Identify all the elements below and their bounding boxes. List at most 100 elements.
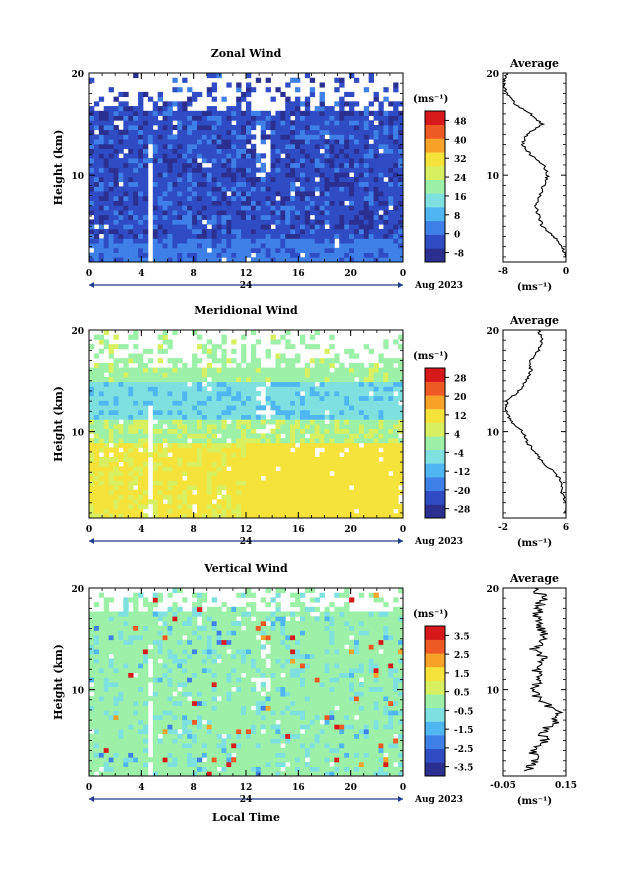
heatmap-cell — [133, 447, 139, 453]
heatmap-cell — [255, 153, 262, 159]
heatmap-cell — [304, 475, 311, 481]
heatmap-cell — [285, 424, 291, 430]
heatmap-cell — [368, 480, 374, 486]
heatmap-cell — [353, 405, 360, 411]
heatmap-cell — [177, 167, 183, 173]
heatmap-cell — [246, 489, 252, 495]
heatmap-cell — [358, 452, 365, 458]
heatmap-cell — [309, 771, 316, 777]
heatmap-cell — [241, 224, 247, 230]
heatmap-cell — [290, 771, 296, 777]
heatmap-cell — [162, 428, 168, 434]
heatmap-cell — [383, 87, 389, 93]
heatmap-cell — [123, 377, 129, 383]
heatmap-cell — [349, 461, 355, 467]
heatmap-cell — [118, 395, 124, 401]
heatmap-cell — [196, 391, 203, 397]
heatmap-cell — [133, 176, 139, 183]
heatmap-cell — [383, 110, 389, 116]
heatmap-cell — [339, 761, 345, 767]
heatmap-cell — [93, 475, 100, 481]
heatmap-cell — [138, 456, 144, 462]
heatmap-cell — [118, 414, 124, 420]
heatmap-cell — [162, 252, 168, 258]
heatmap-cell — [187, 766, 193, 772]
heatmap-cell — [201, 210, 208, 216]
heatmap-cell — [319, 186, 325, 192]
heatmap-cell — [270, 433, 276, 439]
heatmap-cell — [324, 233, 330, 239]
heatmap-cell — [192, 110, 198, 116]
heatmap-cell — [162, 148, 168, 154]
heatmap-cell — [108, 743, 114, 749]
heatmap-cell — [246, 503, 252, 509]
heatmap-cell — [231, 176, 237, 183]
heatmap-cell — [89, 475, 95, 481]
heatmap-cell — [383, 247, 389, 253]
heatmap-cell — [393, 210, 399, 216]
heatmap-cell — [319, 386, 325, 392]
heatmap-cell — [270, 247, 276, 253]
heatmap-cell — [226, 238, 232, 244]
heatmap-cell — [133, 238, 139, 244]
heatmap-cell — [363, 233, 370, 239]
heatmap-cell — [339, 228, 345, 235]
heatmap-cell — [314, 330, 320, 336]
heatmap-cell — [118, 200, 124, 206]
heatmap-cell — [299, 224, 306, 230]
heatmap-cell — [123, 409, 129, 415]
heatmap-cell — [241, 747, 247, 753]
heatmap-cell — [250, 447, 257, 453]
heatmap-cell — [241, 471, 247, 477]
heatmap-cell — [280, 110, 286, 116]
heatmap-cell — [103, 766, 110, 772]
heatmap-cell — [329, 134, 335, 140]
heatmap-cell — [285, 409, 291, 415]
heatmap-cell — [319, 400, 325, 406]
heatmap-cell — [304, 485, 311, 491]
heatmap-cell — [265, 195, 271, 201]
heatmap-cell — [363, 766, 370, 772]
heatmap-cell — [383, 200, 389, 206]
heatmap-cell — [196, 447, 203, 453]
heatmap-cell — [98, 743, 105, 749]
heatmap-cell — [98, 442, 105, 448]
heatmap-cell — [172, 139, 178, 145]
heatmap-cell — [172, 243, 178, 249]
heatmap-cell — [206, 471, 213, 477]
heatmap-cell — [226, 210, 232, 216]
heatmap-cell — [246, 409, 252, 415]
heatmap-cell — [299, 257, 306, 263]
heatmap-cell — [201, 129, 208, 135]
heatmap-cell — [138, 489, 144, 495]
heatmap-cell — [177, 381, 183, 387]
heatmap-cell — [133, 73, 139, 79]
heatmap-cell — [206, 172, 213, 178]
heatmap-cell — [290, 442, 296, 448]
heatmap-cell — [363, 433, 370, 439]
heatmap-cell — [290, 120, 296, 126]
heatmap-cell — [246, 205, 252, 211]
heatmap-cell — [108, 233, 114, 239]
heatmap-cell — [157, 106, 163, 112]
heatmap-cell — [182, 400, 188, 406]
heatmap-cell — [182, 771, 188, 777]
heatmap-cell — [123, 757, 129, 763]
heatmap-cell — [275, 766, 281, 772]
heatmap-cell — [152, 489, 159, 495]
heatmap-cell — [270, 438, 276, 444]
y-tick-label: 10 — [71, 172, 84, 182]
heatmap-cell — [246, 419, 252, 425]
colorbar-band — [425, 193, 445, 208]
heatmap-cell — [270, 257, 276, 263]
heatmap-cell — [290, 503, 296, 509]
heatmap-cell — [373, 143, 379, 150]
heatmap-cell — [241, 494, 247, 500]
heatmap-cell — [329, 228, 335, 235]
heatmap-cell — [378, 372, 384, 378]
heatmap-cell — [187, 167, 193, 173]
heatmap-cell — [138, 148, 144, 154]
heatmap-cell — [152, 438, 159, 444]
heatmap-cell — [275, 200, 281, 206]
heatmap-cell — [123, 358, 129, 364]
